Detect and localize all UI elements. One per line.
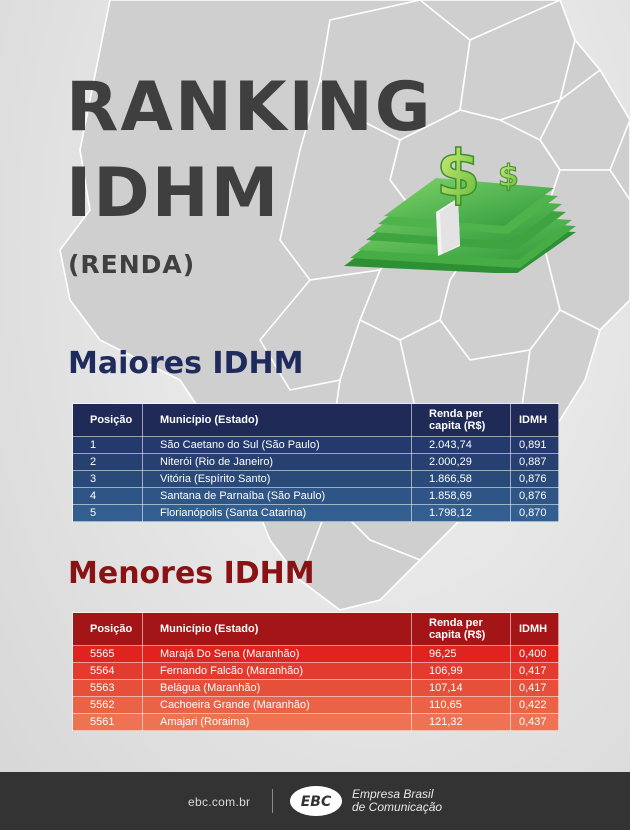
site-link[interactable]: ebc.com.br	[188, 795, 251, 809]
footer-bar: ebc.com.br EBC Empresa Brasil de Comunic…	[0, 772, 630, 830]
cell-posicao: 4	[72, 487, 143, 505]
cell-renda: 1.798,12	[411, 504, 511, 522]
cell-idhm: 0,417	[510, 662, 559, 680]
cell-posicao: 2	[72, 453, 143, 471]
cell-municipio: Cachoeira Grande (Maranhão)	[142, 696, 412, 714]
cell-posicao: 3	[72, 470, 143, 488]
title-idhm: IDHM	[66, 154, 281, 233]
col-header-municipio: Município (Estado)	[142, 403, 412, 437]
cell-idhm: 0,887	[510, 453, 559, 471]
title-renda: (RENDA)	[68, 250, 196, 279]
table-row: 1 São Caetano do Sul (São Paulo) 2.043,7…	[72, 436, 559, 454]
cell-posicao: 5	[72, 504, 143, 522]
table-row: 3 Vitória (Espírito Santo) 1.866,58 0,87…	[72, 470, 559, 488]
cell-renda: 2.043,74	[411, 436, 511, 454]
table-header-row: Posição Município (Estado) Renda per cap…	[72, 403, 559, 437]
cell-municipio: Niterói (Rio de Janeiro)	[142, 453, 412, 471]
cell-renda: 106,99	[411, 662, 511, 680]
maiores-heading: Maiores IDHM	[68, 346, 304, 381]
cell-posicao: 1	[72, 436, 143, 454]
money-stack-icon: $ $	[344, 137, 576, 273]
cell-renda: 121,32	[411, 713, 511, 731]
table-row: 2 Niterói (Rio de Janeiro) 2.000,29 0,88…	[72, 453, 559, 471]
cell-renda: 1.858,69	[411, 487, 511, 505]
table-row: 5564 Fernando Falcão (Maranhão) 106,99 0…	[72, 662, 559, 680]
cell-idhm: 0,870	[510, 504, 559, 522]
menores-table: Posição Município (Estado) Renda per cap…	[72, 612, 559, 731]
cell-municipio: Santana de Parnaíba (São Paulo)	[142, 487, 412, 505]
cell-renda: 1.866,58	[411, 470, 511, 488]
cell-idhm: 0,422	[510, 696, 559, 714]
cell-idhm: 0,417	[510, 679, 559, 697]
table-row: 5565 Marajá Do Sena (Maranhão) 96,25 0,4…	[72, 645, 559, 663]
cell-idhm: 0,400	[510, 645, 559, 663]
cell-municipio: Florianópolis (Santa Catarina)	[142, 504, 412, 522]
menores-heading: Menores IDHM	[68, 556, 315, 591]
cell-posicao: 5565	[72, 645, 143, 663]
dollar-sign-icon: $ $	[435, 137, 519, 213]
cell-municipio: Marajá Do Sena (Maranhão)	[142, 645, 412, 663]
col-header-renda: Renda per capita (R$)	[411, 612, 511, 646]
cell-posicao: 5563	[72, 679, 143, 697]
cell-renda: 110,65	[411, 696, 511, 714]
table-row: 5 Florianópolis (Santa Catarina) 1.798,1…	[72, 504, 559, 522]
footer-divider	[272, 789, 273, 813]
col-header-posicao: Posição	[72, 403, 143, 437]
org-name-line1: Empresa Brasil	[352, 787, 434, 801]
cell-municipio: São Caetano do Sul (São Paulo)	[142, 436, 412, 454]
col-header-municipio: Município (Estado)	[142, 612, 412, 646]
cell-idhm: 0,437	[510, 713, 559, 731]
cell-municipio: Fernando Falcão (Maranhão)	[142, 662, 412, 680]
table-row: 5562 Cachoeira Grande (Maranhão) 110,65 …	[72, 696, 559, 714]
col-header-idmh: IDMH	[510, 403, 559, 437]
table-row: 5561 Amajari (Roraima) 121,32 0,437	[72, 713, 559, 731]
cell-posicao: 5561	[72, 713, 143, 731]
cell-idhm: 0,891	[510, 436, 559, 454]
cell-posicao: 5564	[72, 662, 143, 680]
cell-idhm: 0,876	[510, 470, 559, 488]
col-header-renda: Renda per capita (R$)	[411, 403, 511, 437]
ebc-logo-text: EBC	[301, 794, 332, 810]
title-ranking: RANKING	[66, 68, 433, 147]
cell-municipio: Vitória (Espírito Santo)	[142, 470, 412, 488]
table-row: 4 Santana de Parnaíba (São Paulo) 1.858,…	[72, 487, 559, 505]
col-header-posicao: Posição	[72, 612, 143, 646]
table-row: 5563 Belágua (Maranhão) 107,14 0,417	[72, 679, 559, 697]
org-name-line2: de Comunicação	[352, 800, 443, 814]
cell-municipio: Amajari (Roraima)	[142, 713, 412, 731]
col-header-idmh: IDMH	[510, 612, 559, 646]
svg-text:$: $	[498, 159, 519, 194]
cell-posicao: 5562	[72, 696, 143, 714]
cell-renda: 2.000,29	[411, 453, 511, 471]
cell-renda: 96,25	[411, 645, 511, 663]
ebc-logo: EBC	[290, 786, 342, 816]
org-name: Empresa Brasil de Comunicação	[352, 788, 472, 814]
svg-text:$: $	[436, 138, 481, 212]
table-header-row: Posição Município (Estado) Renda per cap…	[72, 612, 559, 646]
cell-municipio: Belágua (Maranhão)	[142, 679, 412, 697]
cell-renda: 107,14	[411, 679, 511, 697]
maiores-table: Posição Município (Estado) Renda per cap…	[72, 403, 559, 522]
cell-idhm: 0,876	[510, 487, 559, 505]
